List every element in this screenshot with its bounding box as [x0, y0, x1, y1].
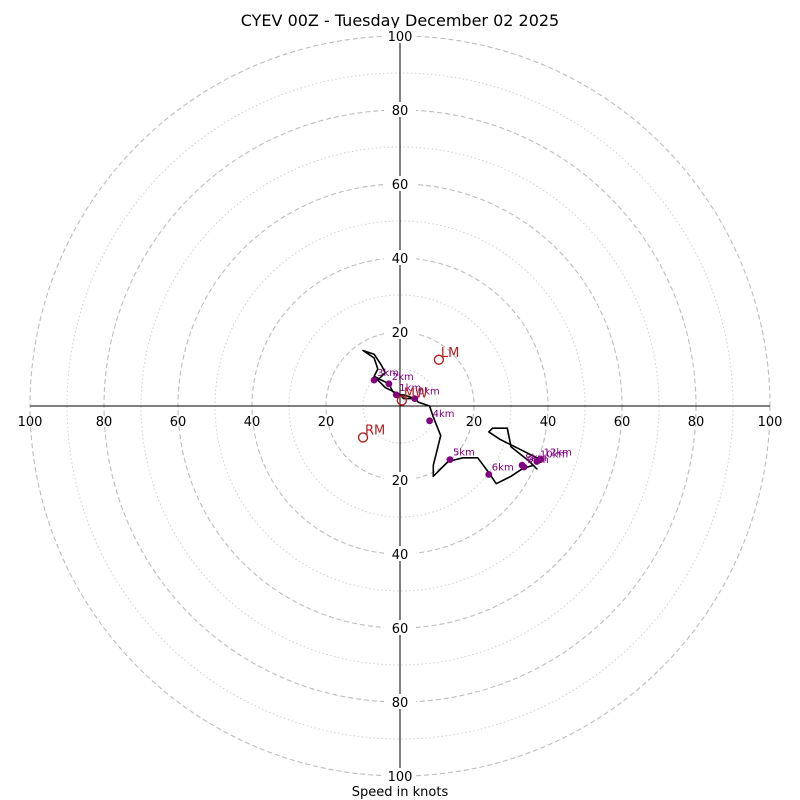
storm-motion-rm	[357, 432, 369, 443]
height-marker-3km	[370, 376, 378, 384]
axes-group	[30, 36, 770, 776]
tick-down-bg-40	[384, 546, 416, 561]
hodograph-line	[362, 349, 541, 485]
storm-motion-lm	[433, 354, 445, 365]
tick-up-20: 20	[392, 326, 409, 341]
tick-down-bg-20	[384, 472, 416, 487]
storm-motions-group: LM RM MW	[357, 346, 459, 443]
tick-up-60: 60	[392, 178, 409, 193]
storm-motion-label-rm: RM	[365, 423, 385, 438]
storm-motion-mw	[396, 395, 408, 406]
height-markers-group: 0km1km2km3km4km5km6km8km9km12km10km	[370, 368, 572, 478]
height-label-12km: 12km	[544, 448, 572, 459]
storm-motion-label-lm: LM	[441, 346, 459, 361]
tick-right-40: 40	[540, 415, 557, 430]
height-label-6km: 6km	[492, 462, 514, 473]
tick-left-60: 60	[170, 415, 187, 430]
height-marker-4km	[426, 417, 433, 425]
height-label-10km: 10km	[540, 450, 568, 461]
tick-left-80: 80	[96, 415, 113, 430]
tick-right-80: 80	[688, 415, 705, 430]
hodograph-trace-group	[362, 349, 541, 485]
tick-down-bg-60	[384, 620, 416, 635]
tick-up-bg-60	[384, 176, 416, 191]
height-label-1km: 1km	[399, 383, 421, 394]
tick-up-40: 40	[392, 252, 409, 267]
tick-down-20: 20	[392, 474, 409, 489]
x-axis-label: Speed in knots	[352, 785, 449, 800]
height-marker-2km	[385, 380, 393, 388]
height-label-0km: 0km	[418, 387, 440, 398]
height-label-5km: 5km	[453, 448, 475, 459]
tick-down-60: 60	[392, 622, 409, 637]
tick-labels-group: 20 40 60 80 100 20 40 60 80 100 20 40 60 80 100 20 40 60 8…	[18, 28, 783, 785]
tick-up-bg-100	[384, 28, 416, 43]
tick-left-40: 40	[244, 415, 261, 430]
height-label-3km: 3km	[377, 368, 399, 379]
tick-down-40: 40	[392, 548, 409, 563]
tick-up-bg-20	[384, 324, 416, 339]
tick-down-bg-80	[384, 694, 416, 709]
tick-right-100: 100	[758, 415, 783, 430]
height-marker-9km	[520, 463, 528, 471]
storm-motion-label-mw: MW	[404, 386, 428, 401]
tick-up-80: 80	[392, 104, 409, 119]
tick-left-100: 100	[18, 415, 43, 430]
height-label-4km: 4km	[433, 409, 455, 420]
tick-right-60: 60	[614, 415, 631, 430]
tick-down-100: 100	[388, 770, 413, 785]
tick-up-bg-40	[384, 250, 416, 265]
height-marker-1km	[392, 391, 400, 399]
tick-right-20: 20	[466, 415, 483, 430]
height-marker-0km	[411, 395, 419, 402]
tick-down-bg-100	[384, 768, 416, 783]
height-marker-5km	[446, 456, 454, 464]
chart-title: CYEV 00Z - Tuesday December 02 2025	[241, 11, 559, 30]
height-marker-10km	[533, 458, 541, 465]
tick-up-100: 100	[388, 30, 413, 45]
tick-up-bg-80	[384, 102, 416, 117]
height-marker-6km	[485, 471, 493, 478]
tick-down-80: 80	[392, 696, 409, 711]
tick-left-20: 20	[318, 415, 335, 430]
height-label-2km: 2km	[392, 372, 414, 383]
